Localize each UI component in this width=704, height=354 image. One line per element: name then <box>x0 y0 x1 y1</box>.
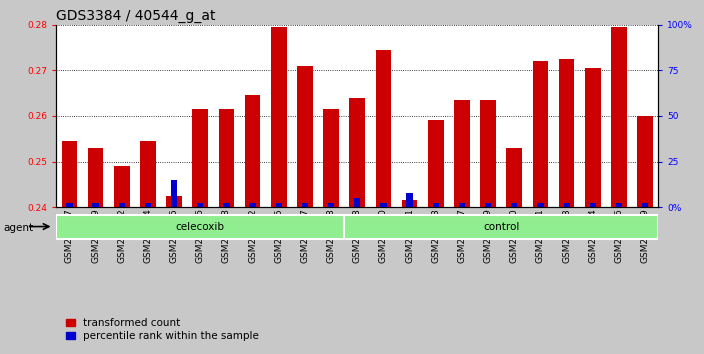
Bar <box>376 50 391 354</box>
Bar <box>611 27 627 354</box>
Bar <box>590 204 596 354</box>
Bar <box>428 120 444 354</box>
Bar <box>145 204 151 354</box>
Bar <box>637 116 653 354</box>
Bar <box>66 204 73 354</box>
Bar <box>245 96 260 354</box>
Bar <box>249 204 256 354</box>
Text: agent: agent <box>4 223 34 233</box>
Bar <box>454 100 470 354</box>
Bar <box>349 98 365 354</box>
Bar <box>563 204 570 354</box>
Bar <box>480 100 496 354</box>
Bar <box>302 204 308 354</box>
Text: GDS3384 / 40544_g_at: GDS3384 / 40544_g_at <box>56 9 216 23</box>
Bar <box>61 141 77 354</box>
Bar <box>511 204 517 354</box>
Legend: transformed count, percentile rank within the sample: transformed count, percentile rank withi… <box>61 314 263 345</box>
Bar <box>485 204 491 354</box>
Bar <box>559 59 574 354</box>
Bar <box>354 198 360 354</box>
Text: celecoxib: celecoxib <box>176 222 225 232</box>
Bar <box>537 204 543 354</box>
Bar <box>433 204 439 354</box>
Bar <box>585 68 601 354</box>
Bar <box>616 204 622 354</box>
Bar <box>380 204 386 354</box>
Bar <box>459 204 465 354</box>
Bar <box>506 148 522 354</box>
Bar <box>223 204 230 354</box>
Bar <box>92 204 99 354</box>
Text: control: control <box>483 222 520 232</box>
Bar <box>171 180 177 354</box>
Bar <box>276 204 282 354</box>
Bar <box>114 166 130 354</box>
Bar <box>197 204 203 354</box>
Bar <box>88 148 103 354</box>
Bar <box>140 141 156 354</box>
Bar <box>218 109 234 354</box>
Bar <box>297 66 313 354</box>
Bar <box>192 109 208 354</box>
Bar <box>118 204 125 354</box>
Bar <box>328 204 334 354</box>
Bar <box>642 204 648 354</box>
Bar <box>533 61 548 354</box>
Bar <box>271 27 287 354</box>
Bar <box>323 109 339 354</box>
Bar <box>406 193 413 354</box>
Bar <box>56 216 344 239</box>
Bar <box>402 200 417 354</box>
Bar <box>166 196 182 354</box>
Bar <box>344 216 658 239</box>
